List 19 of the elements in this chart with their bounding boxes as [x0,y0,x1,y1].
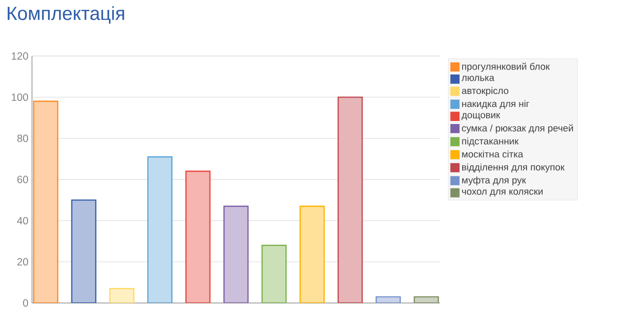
y-tick-label: 60 [17,176,28,184]
y-tick-label: 0 [23,299,28,307]
y-tick-label: 120 [12,52,28,60]
chart-title: Комплектація [8,6,124,24]
y-tick-label: 20 [17,258,28,266]
legend-label: чохол для коляски [462,190,543,197]
legend-label: прогулянковий блок [462,62,550,72]
legend-label: накидка для ніг [462,100,530,109]
y-tick-label: 40 [17,216,28,224]
y-tick-label: 100 [12,93,28,101]
legend-label: автокрісло [462,87,508,96]
legend-label: підстаканник [462,137,519,146]
legend-label: москітна сітка [462,150,524,158]
legend-label: дощовик [462,113,500,120]
legend-label: сумка / рюкзак для речей [462,124,573,134]
y-tick-label: 80 [17,134,28,142]
legend-label: відділення для покупок [462,163,565,172]
legend-label: муфта для рук [462,176,526,186]
legend-label: люлька [462,76,494,82]
